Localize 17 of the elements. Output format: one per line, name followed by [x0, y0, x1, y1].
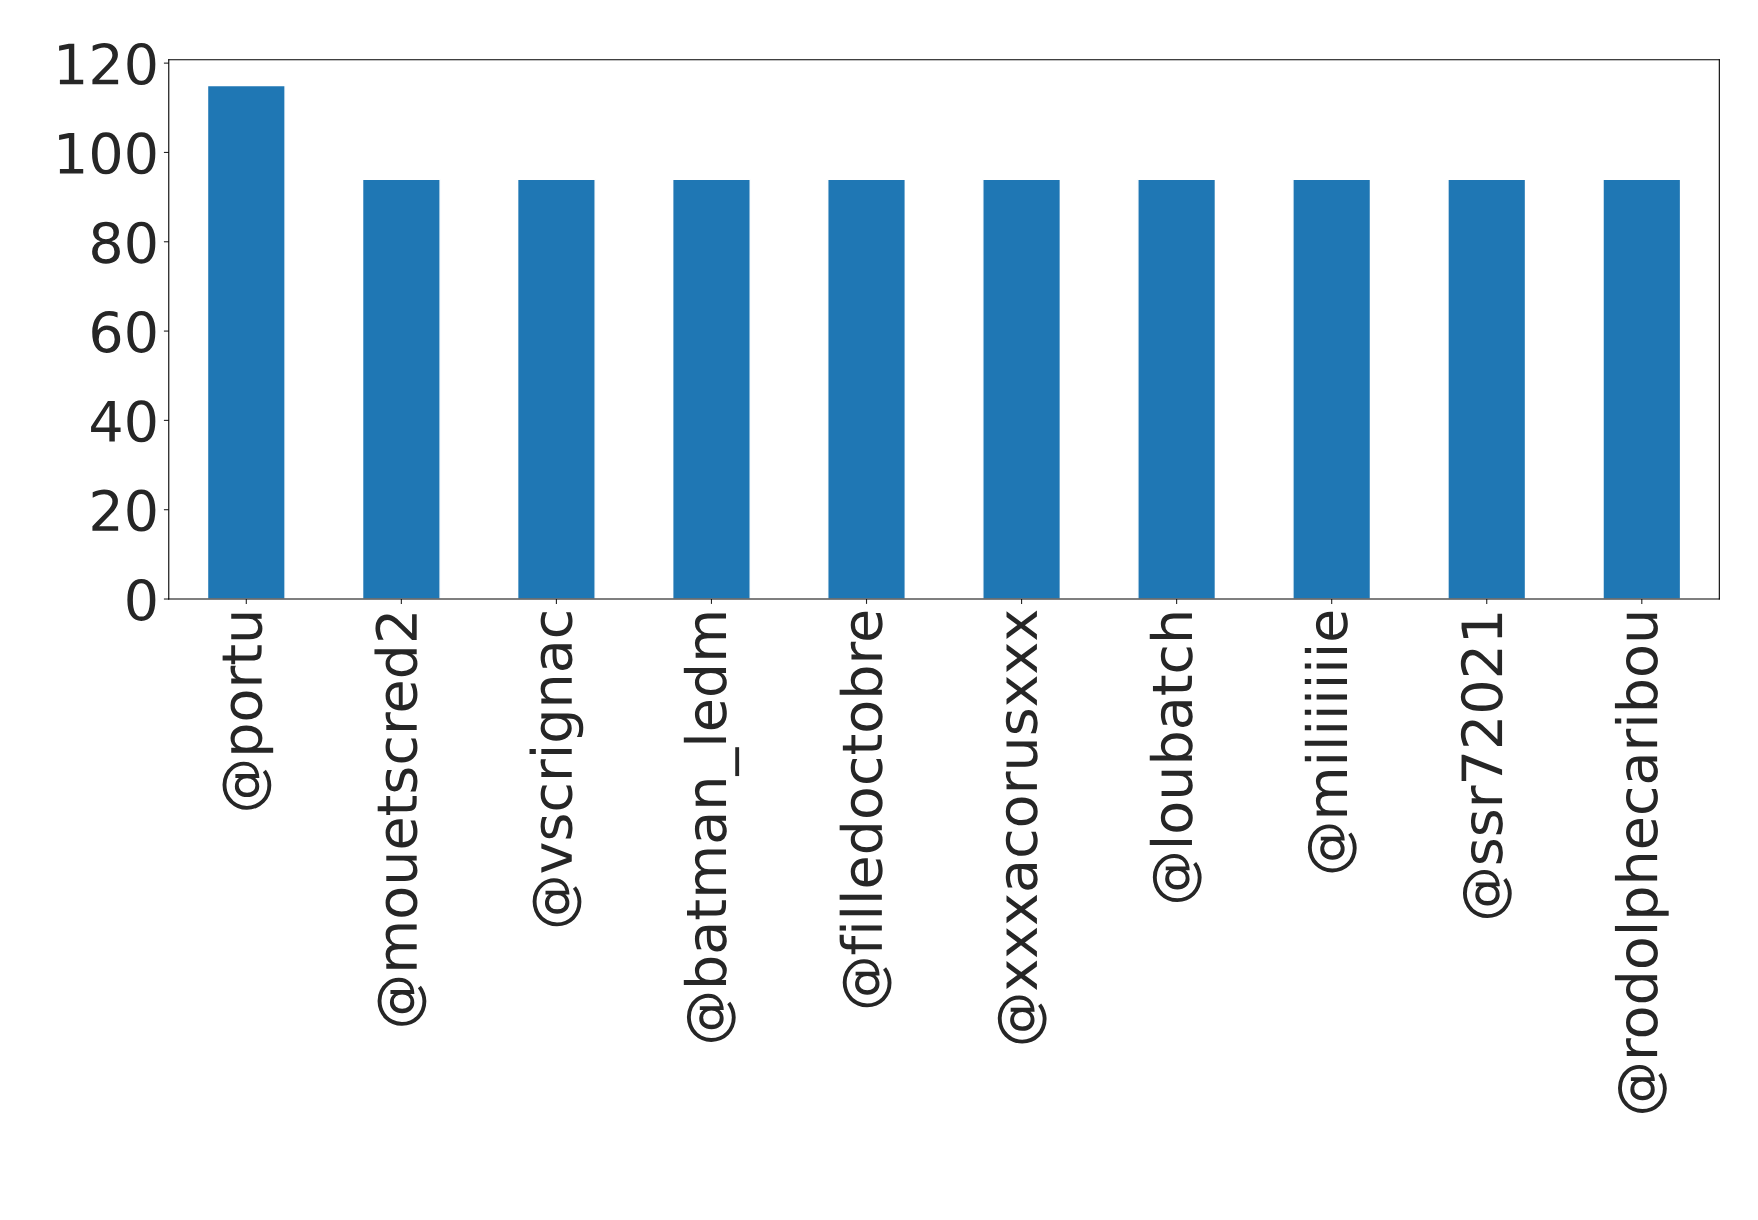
y-tick-label: 60 [92, 310, 156, 353]
x-tick-label: @miliiiiiie [1304, 611, 1357, 873]
y-tick-label: 120 [59, 43, 156, 86]
x-tick-label: @ssr72021 [1460, 613, 1512, 919]
x-tick-label: @mouetscred2 [374, 614, 427, 1026]
y-tick-label: 0 [127, 578, 156, 621]
x-tick-label: @xxxacorusxxx [997, 610, 1047, 1044]
x-tick-label: @rodolphecaribou [1614, 613, 1669, 1113]
y-tick-label: 80 [92, 221, 156, 264]
y-tick-label: 40 [91, 400, 156, 443]
x-tick-label: @loubatch [1149, 613, 1202, 903]
x-tick-label: @portu [222, 613, 274, 810]
x-tick-label: @vscrignac [529, 612, 584, 927]
x-tick-label: @filledoctobre [839, 611, 892, 1008]
x-tick-label: @batman_ledm [683, 613, 740, 1042]
y-tick-label: 20 [92, 489, 156, 532]
y-tick-label: 100 [59, 132, 156, 175]
